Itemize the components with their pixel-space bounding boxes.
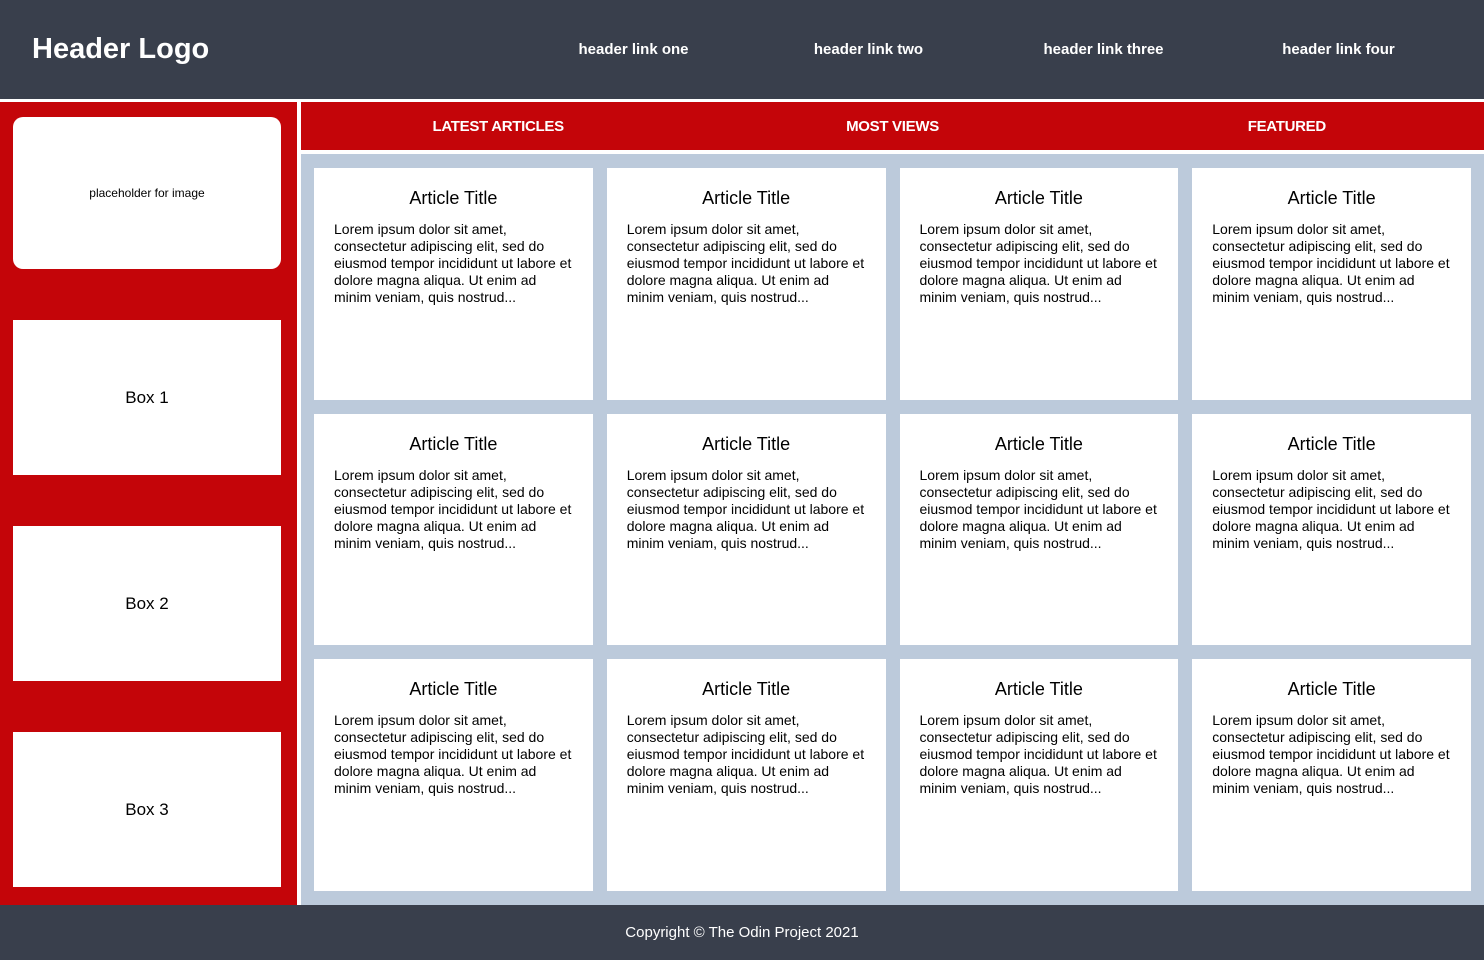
article-title: Article Title	[1287, 433, 1376, 454]
main-section: LATEST ARTICLES MOST VIEWS FEATURED Arti…	[301, 102, 1484, 905]
image-placeholder: placeholder for image	[13, 117, 281, 269]
article-excerpt: Lorem ipsum dolor sit amet, consectetur …	[334, 221, 572, 305]
article-card: Article Title Lorem ipsum dolor sit amet…	[1192, 168, 1471, 400]
article-excerpt: Lorem ipsum dolor sit amet, consectetur …	[1212, 221, 1450, 305]
article-excerpt: Lorem ipsum dolor sit amet, consectetur …	[334, 466, 572, 551]
header: Header Logo header link one header link …	[0, 0, 1484, 99]
article-excerpt: Lorem ipsum dolor sit amet, consectetur …	[919, 221, 1157, 305]
article-excerpt: Lorem ipsum dolor sit amet, consectetur …	[1212, 466, 1450, 551]
nav-featured[interactable]: FEATURED	[1247, 117, 1326, 135]
article-title: Article Title	[702, 679, 791, 700]
article-title: Article Title	[1287, 188, 1376, 208]
article-excerpt: Lorem ipsum dolor sit amet, consectetur …	[334, 712, 572, 797]
article-card: Article Title Lorem ipsum dolor sit amet…	[1192, 659, 1471, 891]
sidebar-divider	[297, 102, 301, 905]
header-divider	[0, 99, 1484, 102]
article-excerpt: Lorem ipsum dolor sit amet, consectetur …	[919, 466, 1157, 551]
article-card: Article Title Lorem ipsum dolor sit amet…	[899, 413, 1179, 646]
content-row: placeholder for image Box 1 Box 2 Box 3 …	[0, 102, 1484, 905]
article-excerpt: Lorem ipsum dolor sit amet, consectetur …	[1212, 712, 1450, 797]
sidebar: placeholder for image Box 1 Box 2 Box 3	[0, 102, 297, 905]
article-card: Article Title Lorem ipsum dolor sit amet…	[899, 659, 1179, 891]
article-title: Article Title	[409, 188, 498, 208]
header-link-four[interactable]: header link four	[1282, 41, 1395, 58]
article-excerpt: Lorem ipsum dolor sit amet, consectetur …	[626, 466, 865, 551]
header-link-two[interactable]: header link two	[813, 41, 924, 58]
article-card: Article Title Lorem ipsum dolor sit amet…	[606, 659, 886, 891]
article-title: Article Title	[994, 433, 1083, 454]
article-title: Article Title	[702, 188, 791, 208]
footer: Copyright © The Odin Project 2021	[0, 905, 1484, 960]
header-logo: Header Logo	[32, 33, 210, 65]
copyright-text: Copyright © The Odin Project 2021	[625, 924, 859, 941]
article-title: Article Title	[702, 433, 791, 454]
nav-latest-articles[interactable]: LATEST ARTICLES	[432, 117, 565, 135]
article-card: Article Title Lorem ipsum dolor sit amet…	[606, 168, 886, 400]
article-title: Article Title	[994, 188, 1083, 208]
article-title: Article Title	[994, 679, 1083, 700]
article-card: Article Title Lorem ipsum dolor sit amet…	[606, 413, 886, 646]
article-card: Article Title Lorem ipsum dolor sit amet…	[314, 168, 593, 400]
articles-grid: Article Title Lorem ipsum dolor sit amet…	[301, 154, 1484, 905]
sidebar-box-3: Box 3	[13, 732, 281, 887]
header-link-three[interactable]: header link three	[1043, 41, 1164, 58]
article-card: Article Title Lorem ipsum dolor sit amet…	[314, 659, 593, 891]
header-nav: header link one header link two header l…	[516, 41, 1456, 58]
article-title: Article Title	[409, 433, 498, 454]
article-card: Article Title Lorem ipsum dolor sit amet…	[1192, 413, 1471, 646]
article-card: Article Title Lorem ipsum dolor sit amet…	[314, 413, 593, 646]
article-excerpt: Lorem ipsum dolor sit amet, consectetur …	[919, 712, 1157, 797]
article-title: Article Title	[409, 679, 498, 700]
section-nav: LATEST ARTICLES MOST VIEWS FEATURED	[301, 102, 1484, 150]
header-link-one[interactable]: header link one	[578, 41, 689, 58]
article-excerpt: Lorem ipsum dolor sit amet, consectetur …	[626, 712, 865, 797]
nav-most-views[interactable]: MOST VIEWS	[846, 117, 939, 135]
article-excerpt: Lorem ipsum dolor sit amet, consectetur …	[626, 221, 865, 305]
article-card: Article Title Lorem ipsum dolor sit amet…	[899, 168, 1179, 400]
article-title: Article Title	[1287, 679, 1376, 700]
sidebar-box-2: Box 2	[13, 526, 281, 681]
sidebar-box-1: Box 1	[13, 320, 281, 475]
